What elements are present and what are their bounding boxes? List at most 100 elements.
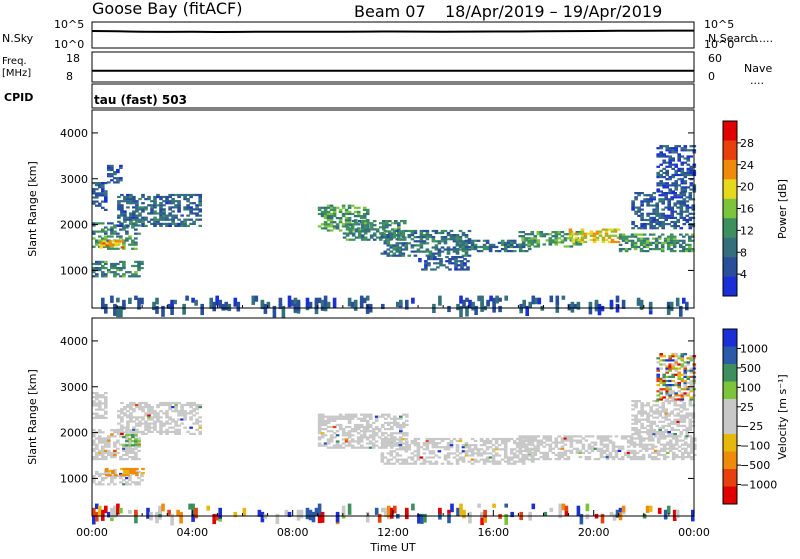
- x-tick-label: 08:00: [277, 526, 309, 539]
- velocity-cell: [659, 353, 663, 356]
- power-cell: [536, 231, 541, 234]
- power-cell: [575, 231, 580, 234]
- velocity-cell: [158, 505, 162, 514]
- power-cell: [326, 223, 331, 226]
- power-cell: [666, 241, 671, 244]
- velocity-cell: [503, 450, 508, 453]
- power-cell: [113, 232, 117, 235]
- velocity-cell: [95, 447, 99, 450]
- velocity-cell: [676, 418, 680, 421]
- power-cell: [673, 204, 677, 207]
- power-cell: [113, 171, 117, 174]
- velocity-cell: [384, 440, 388, 443]
- velocity-cell: [608, 441, 613, 444]
- power-cell: [416, 236, 421, 239]
- power-cell: [116, 273, 120, 276]
- power-cell: [533, 239, 538, 242]
- power-cell: [671, 147, 675, 150]
- velocity-cell: [640, 431, 644, 434]
- velocity-cell: [359, 438, 364, 441]
- velocity-cell: [141, 406, 145, 409]
- power-cell: [649, 204, 653, 207]
- power-cell: [659, 153, 663, 156]
- power-cell: [392, 246, 397, 249]
- power-cell: [134, 247, 138, 250]
- velocity-cell: [470, 462, 475, 465]
- power-cell: [676, 200, 680, 203]
- velocity-cell: [129, 416, 133, 419]
- velocity-cell: [431, 444, 436, 447]
- velocity-cell: [177, 428, 181, 431]
- power-cell: [153, 224, 157, 227]
- freq-bottom-tick: 8: [66, 70, 73, 83]
- power-cell: [686, 159, 691, 162]
- velocity-cell: [371, 430, 376, 433]
- velocity-cell: [129, 401, 133, 405]
- velocity-cell: [665, 384, 669, 387]
- velocity-cell: [689, 396, 694, 399]
- power-cell: [209, 297, 213, 309]
- velocity-cell: [384, 417, 388, 420]
- frequency-panel-frame: [91, 51, 695, 83]
- power-cell: [639, 243, 644, 246]
- power-cell: [138, 208, 142, 211]
- velocity-cell: [402, 421, 406, 424]
- power-cell: [670, 214, 674, 217]
- velocity-cell: [643, 410, 647, 413]
- power-cell: [667, 202, 671, 205]
- velocity-cell: [404, 446, 409, 449]
- power-cell: [659, 169, 663, 172]
- velocity-cell: [126, 420, 130, 423]
- velocity-cell: [509, 450, 514, 453]
- velocity-cell: [104, 477, 108, 480]
- power-cell: [470, 245, 475, 249]
- velocity-cell: [563, 453, 568, 457]
- velocity-cell: [569, 443, 574, 446]
- power-cell: [451, 256, 455, 259]
- power-cell: [132, 214, 136, 217]
- velocity-cell: [599, 443, 604, 446]
- power-cell: [494, 250, 499, 253]
- power-cell: [162, 195, 166, 199]
- velocity-cell: [332, 415, 337, 418]
- velocity-cell: [615, 509, 620, 518]
- power-cell: [141, 208, 145, 211]
- power-cell: [356, 212, 361, 216]
- velocity-cell: [416, 442, 421, 445]
- power-cell: [369, 226, 374, 229]
- velocity-cell: [682, 408, 687, 411]
- velocity-cell: [608, 435, 613, 438]
- power-cell: [503, 245, 508, 249]
- velocity-cell: [611, 443, 616, 446]
- velocity-cell: [171, 401, 175, 405]
- power-cell: [586, 232, 591, 235]
- power-cell: [655, 214, 659, 217]
- power-cell: [679, 196, 684, 199]
- power-cell: [287, 295, 292, 308]
- power-cell: [688, 239, 692, 242]
- power-cell: [646, 218, 650, 222]
- velocity-cell: [476, 452, 481, 455]
- velocity-cell: [126, 472, 130, 475]
- velocity-cell: [634, 418, 638, 421]
- power-cell: [156, 193, 160, 197]
- velocity-cell: [125, 440, 129, 443]
- velocity-cell: [390, 444, 394, 447]
- power-cell: [165, 224, 169, 227]
- velocity-cell: [104, 449, 108, 452]
- velocity-cell: [533, 437, 538, 440]
- power-cell: [663, 237, 668, 240]
- velocity-cell: [650, 451, 655, 454]
- velocity-cell: [689, 398, 694, 401]
- velocity-cell: [386, 442, 391, 445]
- colorbar-segment: [723, 257, 737, 277]
- power-cell: [621, 239, 626, 242]
- velocity-cell: [605, 437, 610, 440]
- power-cell: [424, 264, 428, 267]
- power-cell: [308, 301, 313, 309]
- power-cell: [140, 297, 144, 305]
- velocity-cell: [123, 469, 127, 473]
- velocity-cell: [129, 418, 133, 421]
- velocity-cell: [317, 423, 322, 427]
